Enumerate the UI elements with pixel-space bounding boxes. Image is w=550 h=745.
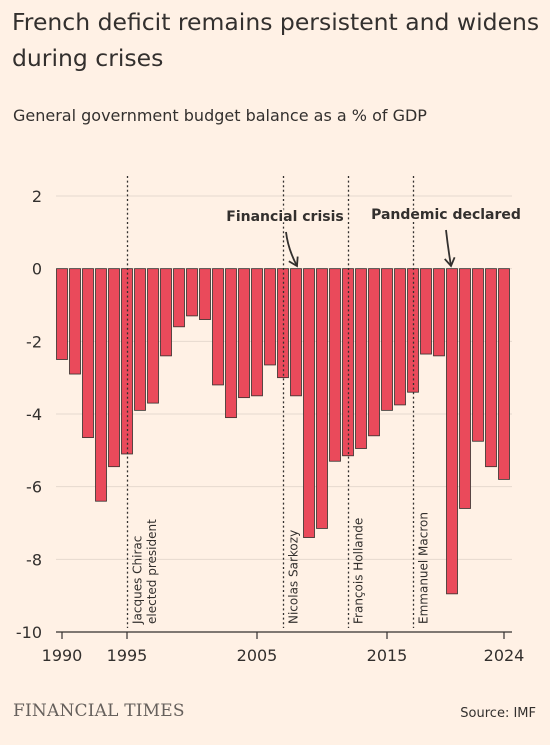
event-label: Jacques Chirac (131, 536, 145, 625)
annotation-arrowhead (444, 256, 456, 268)
annotation-label: Pandemic declared (371, 207, 521, 223)
chart-title: French deficit remains persistent and wi… (12, 8, 540, 72)
bar (368, 268, 380, 437)
bar (264, 268, 276, 366)
x-tick-label: 1990 (42, 646, 83, 665)
ft-logo: FINANCIAL TIMES (13, 701, 185, 721)
bar (290, 268, 302, 397)
bar (329, 268, 341, 462)
bar (459, 268, 471, 509)
bar (173, 268, 185, 328)
bar (394, 268, 406, 406)
bar (498, 268, 510, 480)
bar (69, 268, 81, 375)
y-tick-label: -6 (26, 478, 42, 497)
bar (82, 268, 94, 439)
bar (56, 268, 68, 360)
x-tick-label: 2015 (367, 646, 408, 665)
y-tick-label: -4 (26, 405, 42, 424)
x-tick-label: 2024 (484, 646, 525, 665)
bar (108, 268, 120, 468)
bar (485, 268, 497, 468)
y-tick-label: -2 (26, 332, 42, 351)
y-tick-label: 0 (32, 260, 42, 279)
bar (186, 268, 198, 317)
bar (95, 268, 107, 502)
bar (381, 268, 393, 411)
bar (238, 268, 250, 399)
bar (420, 268, 432, 355)
x-tick-label: 2005 (237, 646, 278, 665)
bar (212, 268, 224, 386)
bar (147, 268, 159, 404)
event-label: Nicolas Sarkozy (287, 530, 301, 624)
bar (160, 268, 172, 357)
bar (446, 268, 458, 595)
annotation-arrow (285, 231, 298, 267)
y-tick-label: -10 (16, 623, 42, 642)
bar (472, 268, 484, 442)
bar (355, 268, 367, 449)
y-tick-label: -8 (26, 550, 42, 569)
x-tick-label: 1995 (107, 646, 148, 665)
bar (225, 268, 237, 419)
bar (199, 268, 211, 320)
source-note: Source: IMF (460, 706, 536, 721)
bar (316, 268, 328, 529)
y-tick-label: 2 (32, 187, 42, 206)
bar (251, 268, 263, 397)
bar (134, 268, 146, 411)
event-label: Emmanuel Macron (417, 512, 431, 624)
bar (303, 268, 315, 538)
event-label: elected president (145, 519, 159, 624)
annotation-label: Financial crisis (226, 209, 343, 225)
bar (433, 268, 445, 357)
annotation-arrowhead (288, 256, 299, 268)
event-label: François Hollande (352, 518, 366, 624)
annotation-arrow (445, 229, 452, 267)
chart-subtitle: General government budget balance as a %… (13, 106, 427, 125)
